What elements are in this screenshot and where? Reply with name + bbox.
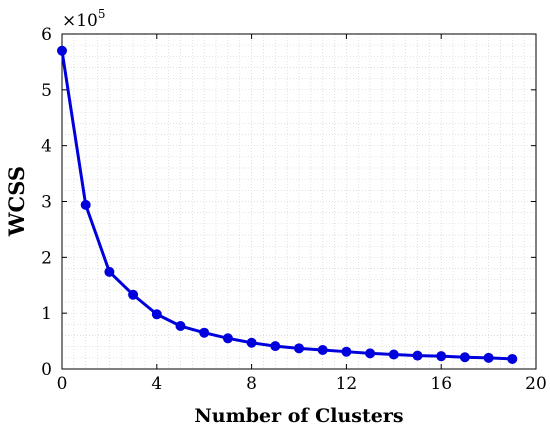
data-point-marker: [436, 351, 447, 362]
data-point-marker: [128, 289, 139, 300]
x-tick-label: 0: [57, 374, 68, 394]
data-point-marker: [80, 199, 91, 210]
series-layer: [57, 45, 518, 364]
y-tick-label: 5: [41, 81, 52, 101]
y-tick-label: 3: [41, 193, 52, 213]
x-tick-label: 20: [525, 374, 547, 394]
data-point-marker: [151, 309, 162, 320]
y-tick-label: 0: [41, 360, 52, 380]
multiplier-base: ×10: [62, 11, 98, 31]
data-point-marker: [104, 266, 115, 277]
x-tick-label: 8: [246, 374, 257, 394]
data-point-marker: [459, 352, 470, 363]
y-axis-title: WCSS: [4, 166, 29, 237]
data-point-marker: [270, 341, 281, 352]
series-line: [60, 50, 513, 361]
x-tick-label: 12: [336, 374, 358, 394]
data-point-marker: [199, 327, 210, 338]
data-point-marker: [222, 333, 233, 344]
data-point-marker: [483, 352, 494, 363]
data-point-marker: [412, 350, 423, 361]
x-tick-label: 16: [430, 374, 452, 394]
y-tick-label: 1: [41, 304, 52, 324]
grid: [62, 34, 536, 369]
data-point-marker: [341, 346, 352, 357]
data-point-marker: [175, 321, 186, 332]
x-tick-label: 4: [151, 374, 162, 394]
y-tick-label: 4: [41, 137, 52, 157]
data-point-marker: [246, 337, 257, 348]
y-axis-multiplier: ×105: [62, 7, 106, 31]
y-tick-label: 6: [41, 25, 52, 45]
data-point-marker: [365, 348, 376, 359]
data-point-marker: [294, 343, 304, 354]
x-axis-title: Number of Clusters: [194, 405, 403, 427]
data-point-marker: [57, 45, 67, 56]
multiplier-exponent: 5: [98, 7, 106, 21]
data-point-marker: [388, 349, 399, 360]
y-tick-label: 2: [41, 248, 52, 268]
data-point-marker: [317, 345, 328, 356]
data-point-marker: [507, 353, 518, 364]
